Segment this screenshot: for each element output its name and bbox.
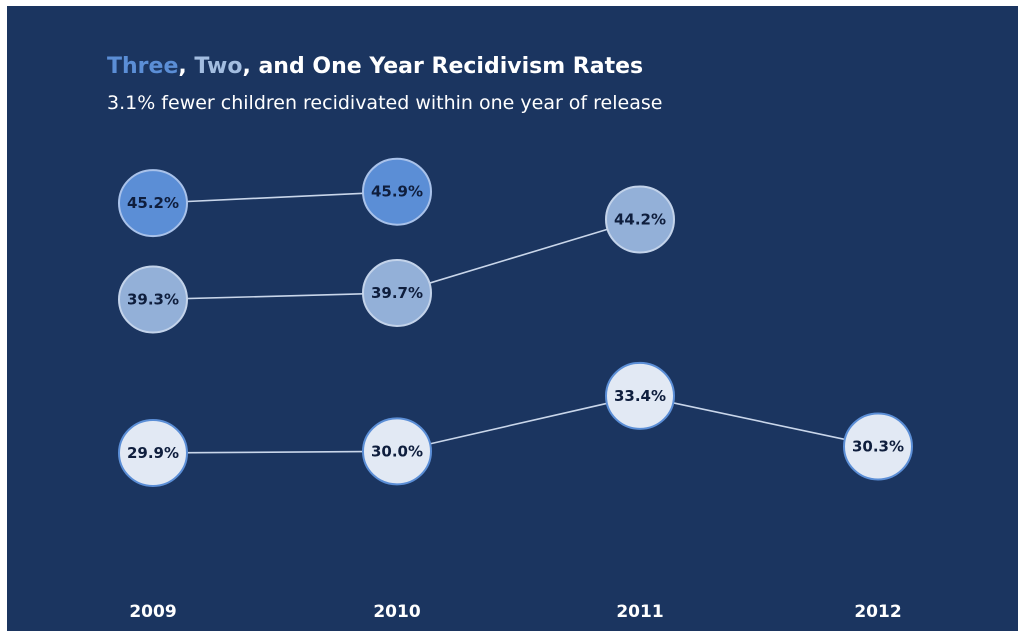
series-3-label-2012: 30.3% [852, 437, 904, 455]
title-two: Two [194, 54, 243, 79]
title-comma-1: , [178, 54, 195, 79]
series-3-label-2010: 30.0% [371, 442, 423, 460]
x-tick-2009: 2009 [129, 602, 176, 622]
series-3-line-2 [396, 395, 641, 453]
series-3-point-2011 [605, 361, 675, 430]
series-1-line-1 [152, 190, 398, 204]
series-3-label-2009: 29.9% [127, 444, 179, 462]
series-3-point-2010 [362, 417, 432, 486]
title-three: Three [107, 54, 179, 79]
series-1-point-2009 [118, 169, 188, 238]
series-3-label-2011: 33.4% [614, 387, 666, 405]
series-2-label-2011: 44.2% [614, 210, 666, 228]
x-tick-2011: 2011 [616, 602, 663, 622]
series-2-line-2 [396, 218, 641, 294]
series-3-line-3 [639, 395, 879, 448]
chart-subtitle: 3.1% fewer children recidivated within o… [107, 92, 663, 114]
title-rest: , and One Year Recidivism Rates [242, 54, 644, 79]
x-tick-2010: 2010 [373, 602, 420, 622]
series-1-label-2010: 45.9% [371, 183, 423, 201]
chart-panel: Three, Two, and One Year Recidivism Rate… [7, 6, 1018, 631]
series-3-line-1 [152, 450, 398, 454]
series-3-point-2009 [118, 418, 188, 487]
x-tick-2012: 2012 [854, 602, 901, 622]
series-2-point-2010 [362, 258, 432, 327]
series-2-point-2011 [605, 185, 675, 254]
series-2-point-2009 [118, 265, 188, 334]
series-2-label-2010: 39.7% [371, 284, 423, 302]
series-2-label-2009: 39.3% [127, 290, 179, 308]
recidivism-chart: 45.2% 45.9% 39.3% 39.7% 44.2% 29.9% 30.0% 33.4%… [118, 157, 913, 622]
series-1-label-2009: 45.2% [127, 194, 179, 212]
series-3-point-2012 [843, 412, 913, 481]
series-1-point-2010 [362, 157, 432, 226]
chart-title: Three, Two, and One Year Recidivism Rate… [107, 54, 643, 79]
series-2-line-1 [152, 292, 398, 301]
